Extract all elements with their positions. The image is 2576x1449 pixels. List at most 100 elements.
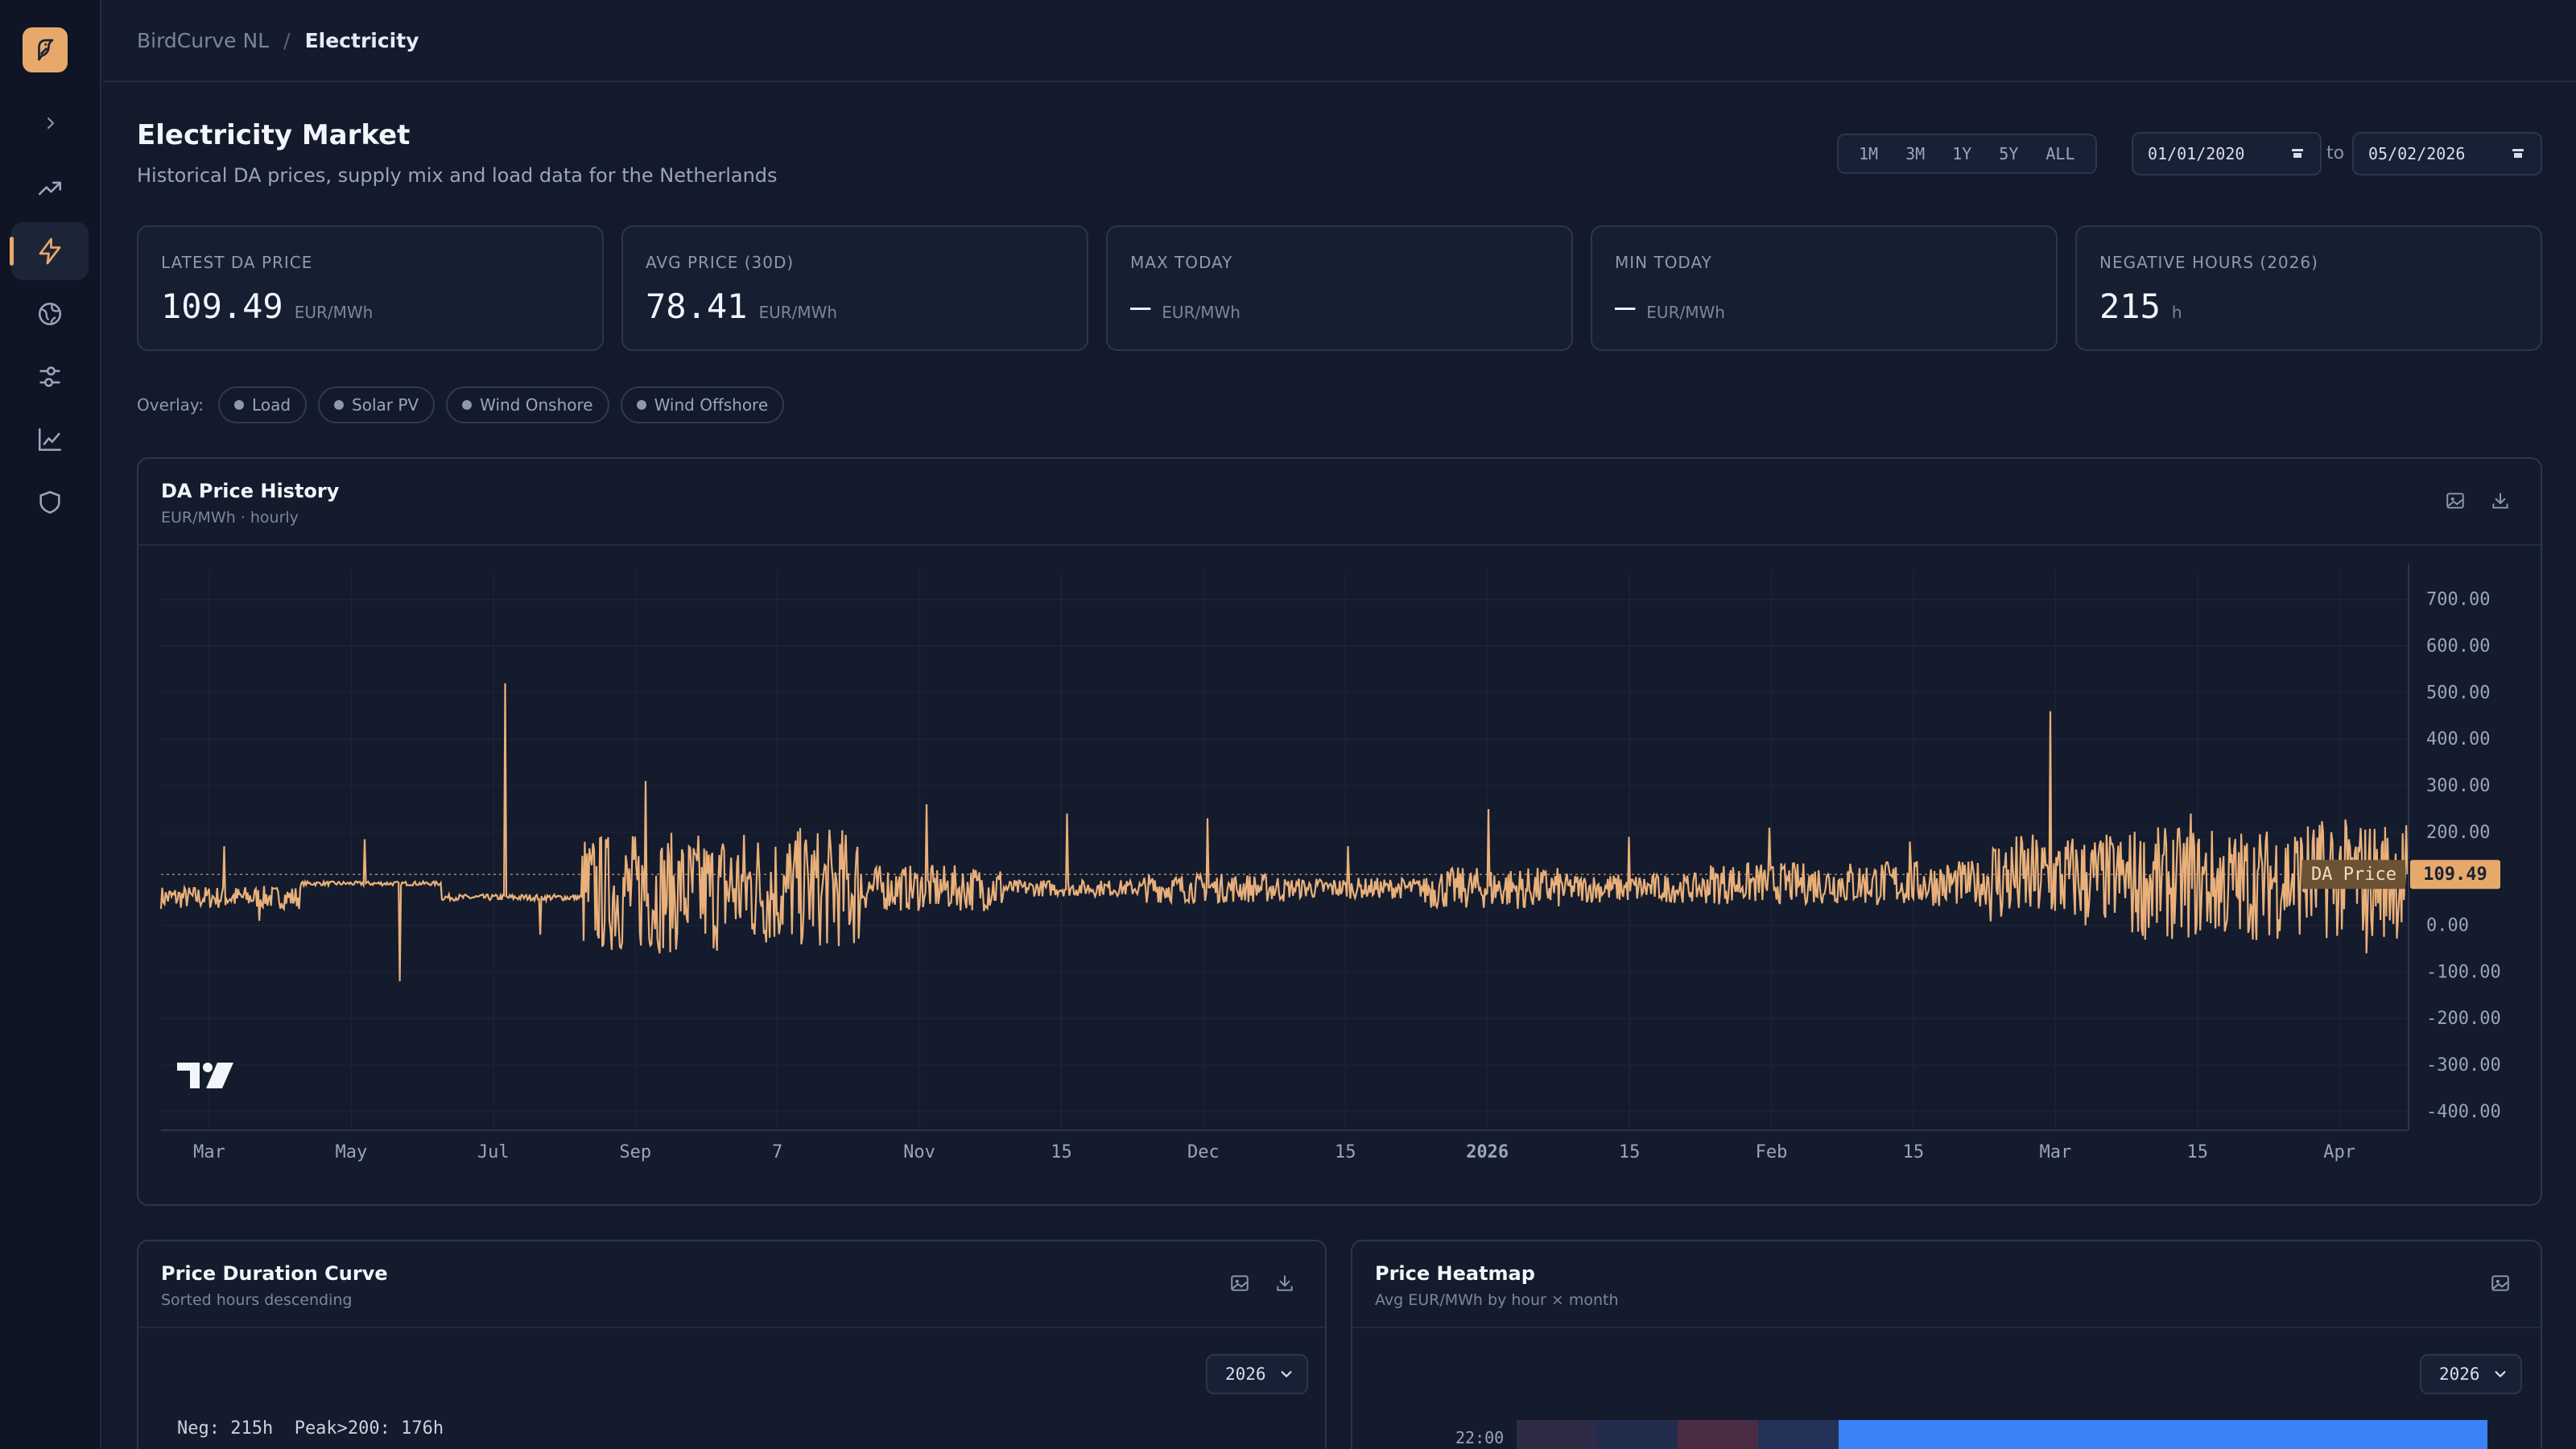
x-tick-label: 2026	[1466, 1142, 1509, 1162]
nav-settings[interactable]	[11, 348, 89, 406]
kpi-latest-da-price: LATEST DA PRICE 109.49 EUR/MWh	[137, 225, 604, 351]
last-price-name-box	[2302, 860, 2405, 890]
panel-subtitle: Sorted hours descending	[161, 1291, 353, 1309]
nav-analytics[interactable]	[11, 411, 89, 469]
overlay-chip-wind-onshore[interactable]: Wind Onshore	[446, 386, 609, 423]
x-tick-label: Jul	[477, 1142, 510, 1162]
date-from-value: 01/01/2020	[2148, 144, 2245, 163]
x-tick-label: 15	[1619, 1142, 1641, 1162]
last-price-name: DA Price	[2311, 865, 2396, 885]
panel-header: Price Heatmap Avg EUR/MWh by hour × mont…	[1352, 1241, 2541, 1328]
panel-title: DA Price History	[161, 480, 340, 502]
overlay-chip-solar-pv[interactable]: Solar PV	[318, 386, 436, 423]
chip-label: Solar PV	[352, 395, 419, 415]
download-icon[interactable]	[2486, 486, 2515, 515]
image-icon[interactable]	[2486, 1269, 2515, 1298]
globe-icon	[38, 302, 62, 326]
tv-logo-dot	[203, 1063, 213, 1072]
kpi-unit: EUR/MWh	[1646, 303, 1725, 322]
kpi-value: 109.49	[161, 287, 283, 326]
nav-globe[interactable]	[11, 285, 89, 343]
date-to-label: to	[2326, 143, 2345, 163]
nav-trending[interactable]	[11, 159, 89, 217]
range-1y-button[interactable]: 1Y	[1952, 144, 1972, 163]
price-history-panel: DA Price History EUR/MWh · hourly 700.00…	[137, 457, 2542, 1206]
heatmap-cell	[1517, 1420, 1597, 1449]
date-from-input[interactable]: 01/01/2020	[2132, 132, 2322, 175]
panel-subtitle: EUR/MWh · hourly	[161, 509, 299, 526]
heatmap-year-select[interactable]: 2026	[2420, 1354, 2522, 1394]
y-tick-label: -200.00	[2426, 1009, 2501, 1029]
overlay-label: Overlay:	[137, 395, 204, 415]
nav-electricity[interactable]	[10, 222, 89, 280]
y-tick-label: 300.00	[2426, 776, 2490, 796]
heatmap-cell	[1678, 1420, 1758, 1449]
app-logo[interactable]	[23, 27, 68, 72]
x-tick-label: 15	[1051, 1142, 1072, 1162]
date-to-value: 05/02/2026	[2368, 144, 2466, 163]
x-tick-label: May	[336, 1142, 368, 1162]
overlay-chip-load[interactable]: Load	[218, 386, 308, 423]
x-tick-label: Sep	[619, 1142, 651, 1162]
chevron-down-icon	[2495, 1371, 2506, 1377]
x-tick-label: Mar	[2039, 1142, 2071, 1162]
sliders-icon	[39, 366, 60, 387]
kpi-negative-hours: NEGATIVE HOURS (2026) 215 h	[2075, 225, 2542, 351]
range-3m-button[interactable]: 3M	[1905, 144, 1926, 163]
kpi-value: —	[1130, 287, 1151, 326]
top-bar: BirdCurve NL / Electricity	[103, 0, 2576, 82]
x-tick-label: 15	[1903, 1142, 1925, 1162]
tv-logo-t-shape	[177, 1063, 200, 1088]
kpi-value: 215	[2099, 287, 2161, 326]
kpi-value: 78.41	[646, 287, 748, 326]
y-tick-label: -100.00	[2426, 962, 2501, 982]
breadcrumb: BirdCurve NL / Electricity	[137, 29, 419, 52]
kpi-unit: EUR/MWh	[294, 303, 374, 322]
dot-icon	[334, 400, 345, 410]
last-price-value: 109.49	[2423, 865, 2487, 885]
last-price-value-box	[2410, 860, 2500, 890]
chip-label: Wind Offshore	[654, 395, 769, 415]
download-icon[interactable]	[1270, 1269, 1299, 1298]
kpi-label: LATEST DA PRICE	[161, 253, 313, 272]
page-title: Electricity Market	[137, 119, 411, 151]
heatmap-cell	[1758, 1420, 1839, 1449]
lightning-icon	[39, 237, 61, 265]
image-icon[interactable]	[1225, 1269, 1254, 1298]
breadcrumb-root[interactable]: BirdCurve NL	[137, 29, 270, 52]
x-tick-label: Nov	[903, 1142, 935, 1162]
shield-icon	[39, 490, 60, 514]
kpi-unit: EUR/MWh	[758, 303, 838, 322]
select-value: 2026	[2439, 1364, 2480, 1384]
line-chart-icon	[38, 427, 62, 452]
da-price-series-line	[159, 683, 2409, 981]
range-buttons: 1M 3M 1Y 5Y ALL	[1837, 134, 2097, 174]
price-chart[interactable]: 700.00 600.00 500.00 400.00 300.00 200.00 0.00…	[138, 547, 2541, 1206]
range-1m-button[interactable]: 1M	[1859, 144, 1879, 163]
y-tick-label: 400.00	[2426, 729, 2490, 749]
heatmap-cell	[1839, 1420, 2487, 1449]
duration-curve-panel: Price Duration Curve Sorted hours descen…	[137, 1240, 1327, 1449]
heatmap-panel: Price Heatmap Avg EUR/MWh by hour × mont…	[1351, 1240, 2542, 1449]
heatmap-row-label: 22:00	[1455, 1428, 1505, 1447]
duration-stats: Neg: 215h Peak>200: 176h	[177, 1418, 444, 1439]
dot-icon	[462, 400, 473, 410]
y-tick-label: 0.00	[2426, 916, 2469, 936]
date-to-input[interactable]: 05/02/2026	[2352, 132, 2542, 175]
kpi-avg-price-30d: AVG PRICE (30D) 78.41 EUR/MWh	[621, 225, 1088, 351]
range-all-button[interactable]: ALL	[2046, 144, 2075, 163]
duration-year-select[interactable]: 2026	[1206, 1354, 1308, 1394]
nav-security[interactable]	[11, 473, 89, 531]
kpi-label: NEGATIVE HOURS (2026)	[2099, 253, 2318, 272]
image-icon[interactable]	[2441, 486, 2470, 515]
overlay-chip-wind-offshore[interactable]: Wind Offshore	[620, 386, 785, 423]
sidebar	[0, 0, 101, 1449]
range-5y-button[interactable]: 5Y	[1999, 144, 2019, 163]
breadcrumb-separator: /	[283, 29, 291, 52]
select-value: 2026	[1225, 1364, 1266, 1384]
overlay-toggles: Overlay: Load Solar PV Wind Onshore Wind…	[137, 386, 785, 423]
expand-sidebar-icon[interactable]	[40, 113, 61, 134]
kpi-value: —	[1615, 287, 1636, 326]
x-tick-label: 15	[1335, 1142, 1356, 1162]
calendar-icon	[2292, 149, 2303, 159]
